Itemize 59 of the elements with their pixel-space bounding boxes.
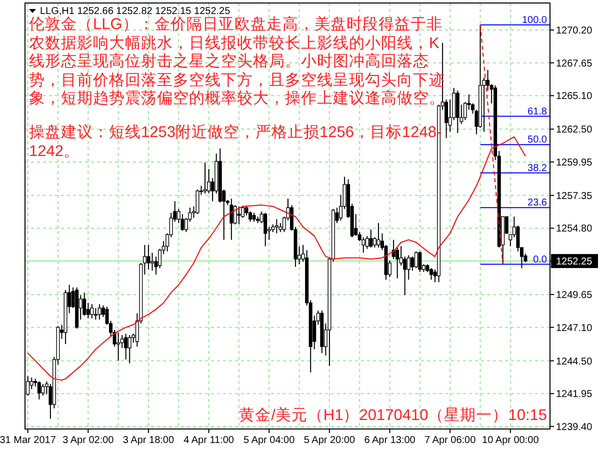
y-tick-label: 1265.10 xyxy=(556,91,593,102)
x-tick-label: 10 Apr 00:00 xyxy=(482,435,540,446)
annotation: 黄金/美元（H1）20170410（星期一）10:15 xyxy=(239,406,547,424)
candlestick xyxy=(37,380,41,400)
y-tick-label: 1249.65 xyxy=(556,290,593,302)
y-tick-label: 1267.65 xyxy=(556,58,593,70)
candlestick xyxy=(414,250,418,269)
y-tick-label: 1257.35 xyxy=(556,190,593,202)
candlestick xyxy=(146,244,150,270)
x-tick-label: 3 Apr 02:00 xyxy=(62,435,114,446)
candlestick xyxy=(244,206,248,216)
candlestick xyxy=(116,332,120,362)
y-tick-label: 1254.80 xyxy=(556,224,593,235)
y-tick-label: 1239.40 xyxy=(556,422,593,433)
candlestick xyxy=(94,308,98,320)
y-tick-label: 1252.25 xyxy=(556,256,593,268)
candlestick xyxy=(429,268,433,280)
annotation: 23.6 xyxy=(528,198,548,209)
candlestick xyxy=(369,229,373,248)
y-tick-label: 1259.95 xyxy=(556,157,593,168)
candlestick xyxy=(98,304,102,320)
candlestick xyxy=(86,302,90,319)
candlestick xyxy=(90,304,94,319)
candlestick xyxy=(264,212,268,247)
candlestick xyxy=(233,204,237,225)
x-tick-label: 5 Apr 20:00 xyxy=(304,435,356,446)
candlestick xyxy=(128,334,132,364)
candlestick xyxy=(230,198,234,240)
annotation: 0.0 xyxy=(533,254,548,266)
candlestick xyxy=(150,252,154,272)
candlestick xyxy=(410,256,414,272)
candlestick xyxy=(274,218,278,234)
y-tick-label: 1270.20 xyxy=(556,26,593,37)
candlestick xyxy=(248,210,252,222)
chart-title: LLG,H1 1252.66 1252.82 1252.15 1252.25 xyxy=(40,6,231,17)
y-tick-label: 1244.50 xyxy=(556,356,593,368)
annotation: 100.0 xyxy=(522,14,548,26)
annotation: 50.0 xyxy=(528,134,548,146)
candlestick xyxy=(365,235,369,250)
x-tick-label: 5 Apr 04:00 xyxy=(244,435,296,446)
y-tick-label: 1247.10 xyxy=(556,322,593,334)
candlestick xyxy=(418,250,422,272)
y-tick-label: 1241.95 xyxy=(556,389,593,400)
candlestick xyxy=(237,206,241,225)
x-tick-label: 31 Mar 2017 xyxy=(0,435,56,446)
candlestick xyxy=(203,162,207,194)
candlestick xyxy=(376,222,380,248)
annotation: 38.2 xyxy=(528,162,548,174)
candlestick xyxy=(41,383,45,396)
candlestick xyxy=(124,333,128,360)
candlestick xyxy=(196,189,200,215)
x-tick-label: 7 Apr 06:00 xyxy=(424,435,476,446)
candlestick xyxy=(252,212,256,222)
annotation: 61.8 xyxy=(528,106,548,118)
x-tick-label: 6 Apr 13:00 xyxy=(364,435,416,446)
x-tick-label: 3 Apr 18:00 xyxy=(122,435,174,446)
y-tick-label: 1262.50 xyxy=(556,124,593,136)
x-tick-label: 4 Apr 11:00 xyxy=(184,435,234,446)
candlestick xyxy=(82,292,86,316)
